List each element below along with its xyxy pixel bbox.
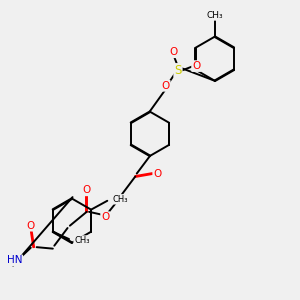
- Text: CH₃: CH₃: [74, 236, 89, 245]
- Text: CH₃: CH₃: [112, 195, 128, 204]
- Text: CH₃: CH₃: [206, 11, 223, 20]
- Text: O: O: [101, 212, 110, 222]
- Text: O: O: [192, 61, 200, 71]
- Text: S: S: [174, 64, 182, 77]
- Text: O: O: [169, 47, 178, 57]
- Text: O: O: [82, 185, 91, 195]
- Text: O: O: [161, 81, 170, 91]
- Text: HN: HN: [7, 255, 22, 266]
- Text: O: O: [153, 169, 161, 178]
- Text: O: O: [27, 221, 35, 231]
